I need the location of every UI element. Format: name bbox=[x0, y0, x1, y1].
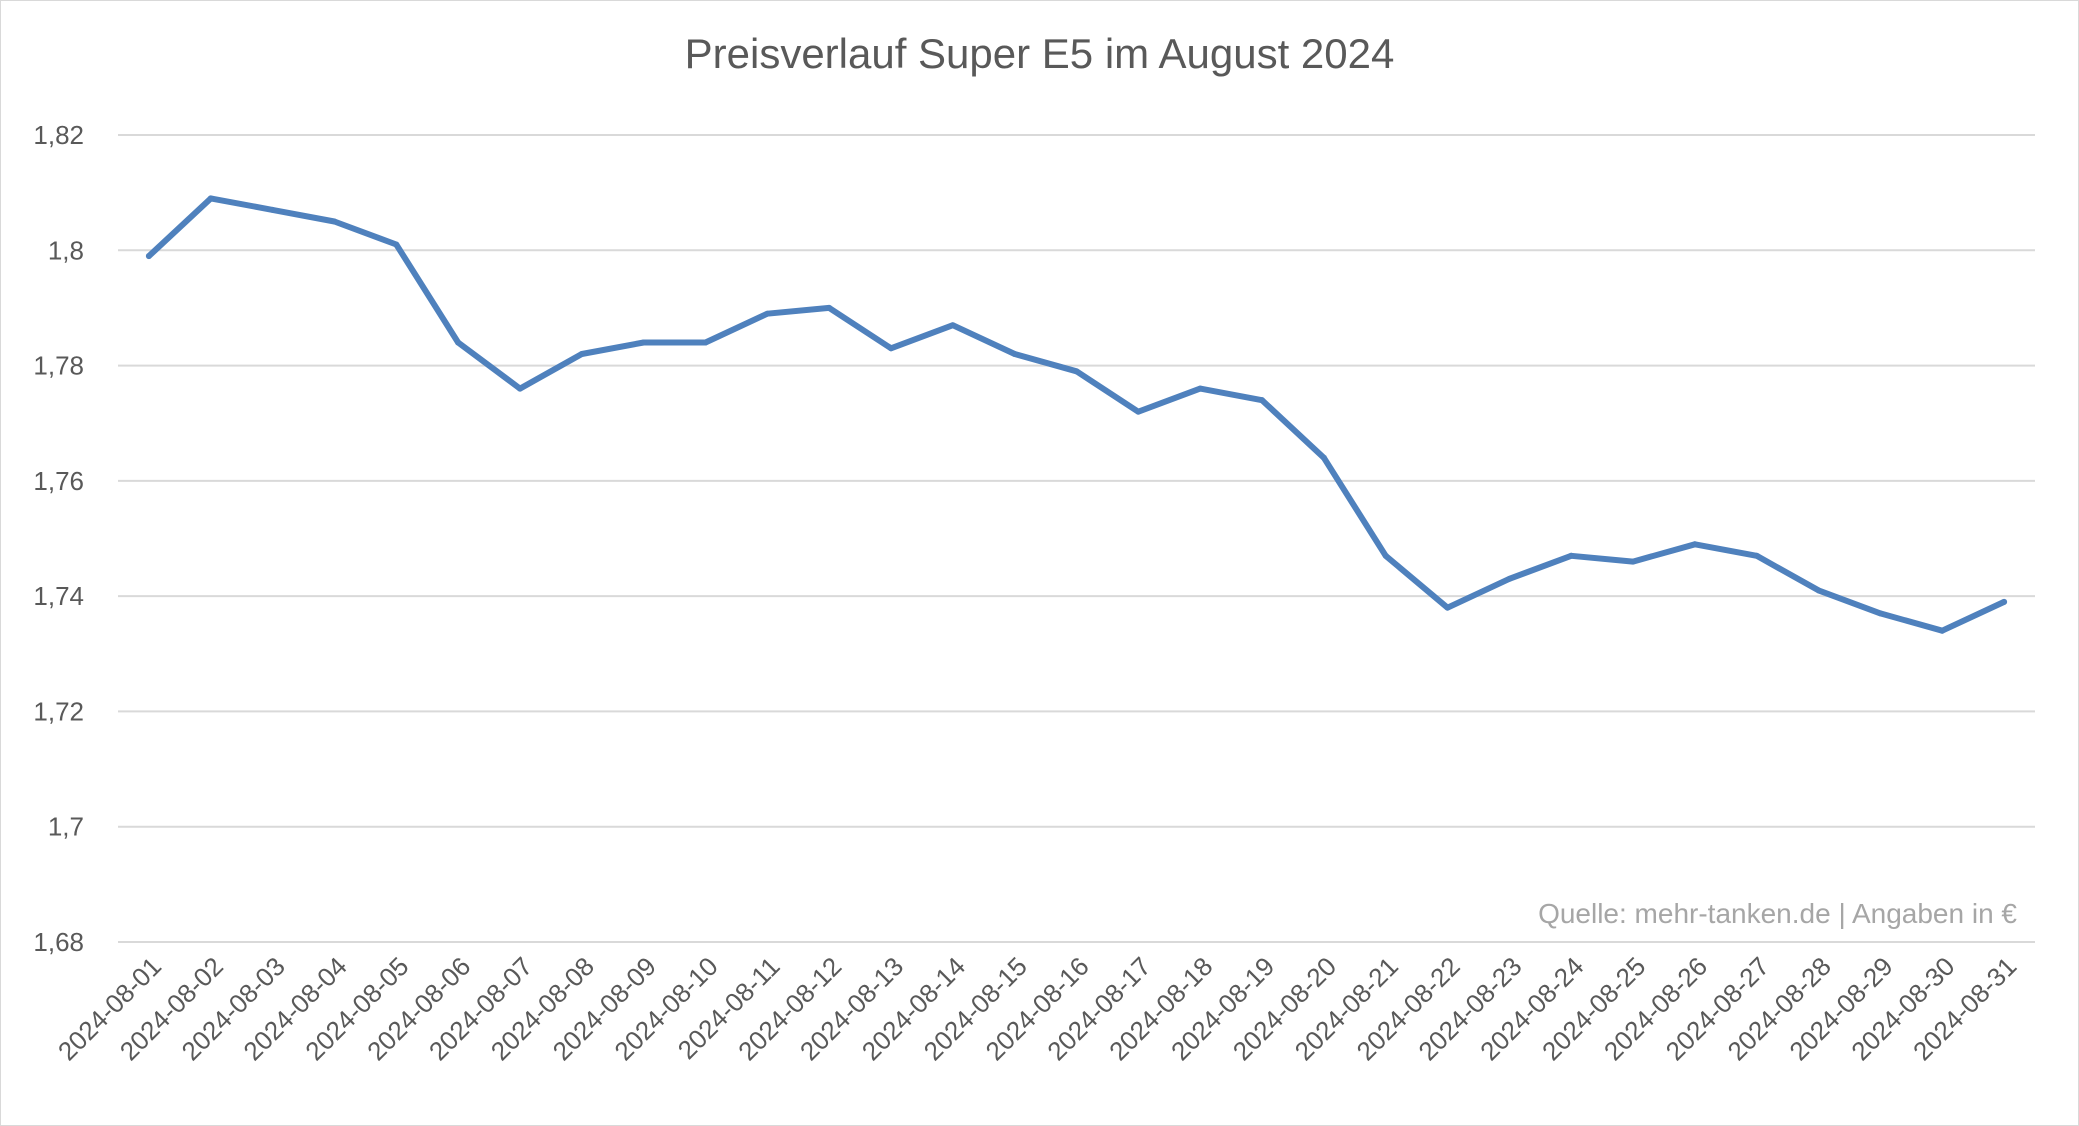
data-point bbox=[1630, 558, 1637, 565]
data-point bbox=[1135, 408, 1142, 415]
data-point bbox=[1877, 610, 1884, 617]
data-point bbox=[764, 310, 771, 317]
data-point bbox=[640, 339, 647, 346]
data-point bbox=[1259, 397, 1266, 404]
y-tick-label: 1,82 bbox=[33, 120, 84, 150]
y-tick-label: 1,78 bbox=[33, 351, 84, 381]
data-point bbox=[1320, 454, 1327, 461]
data-point bbox=[269, 206, 276, 213]
series-line bbox=[145, 195, 2008, 634]
y-tick-label: 1,68 bbox=[33, 927, 84, 957]
data-point bbox=[1568, 552, 1575, 559]
data-point bbox=[1011, 351, 1018, 358]
data-point bbox=[2001, 598, 2008, 605]
data-point bbox=[455, 339, 462, 346]
y-tick-label: 1,8 bbox=[48, 235, 84, 265]
data-point bbox=[1382, 552, 1389, 559]
x-axis-tick-labels: 2024-08-012024-08-022024-08-032024-08-04… bbox=[52, 951, 2022, 1066]
data-point bbox=[393, 241, 400, 248]
data-point bbox=[207, 195, 214, 202]
data-point bbox=[1073, 368, 1080, 375]
data-point bbox=[145, 253, 152, 260]
data-point bbox=[826, 304, 833, 311]
data-point bbox=[331, 218, 338, 225]
data-point bbox=[702, 339, 709, 346]
data-point bbox=[1691, 541, 1698, 548]
source-note: Quelle: mehr-tanken.de | Angaben in € bbox=[1538, 898, 2017, 929]
data-point bbox=[1444, 604, 1451, 611]
y-tick-label: 1,7 bbox=[48, 812, 84, 842]
chart-title: Preisverlauf Super E5 im August 2024 bbox=[684, 30, 1395, 77]
data-point bbox=[1939, 627, 1946, 634]
series-layer bbox=[145, 195, 2008, 634]
gridlines bbox=[118, 134, 2035, 943]
data-point bbox=[887, 345, 894, 352]
data-point bbox=[949, 322, 956, 329]
data-point bbox=[1753, 552, 1760, 559]
y-tick-label: 1,72 bbox=[33, 696, 84, 726]
data-point bbox=[578, 351, 585, 358]
data-point bbox=[1197, 385, 1204, 392]
y-tick-label: 1,76 bbox=[33, 466, 84, 496]
y-tick-label: 1,74 bbox=[33, 581, 84, 611]
data-point bbox=[1506, 575, 1513, 582]
data-point bbox=[516, 385, 523, 392]
data-point bbox=[1815, 587, 1822, 594]
y-axis-tick-labels: 1,68 1,7 1,72 1,74 1,76 1,78 1,8 1,82 bbox=[33, 120, 84, 957]
